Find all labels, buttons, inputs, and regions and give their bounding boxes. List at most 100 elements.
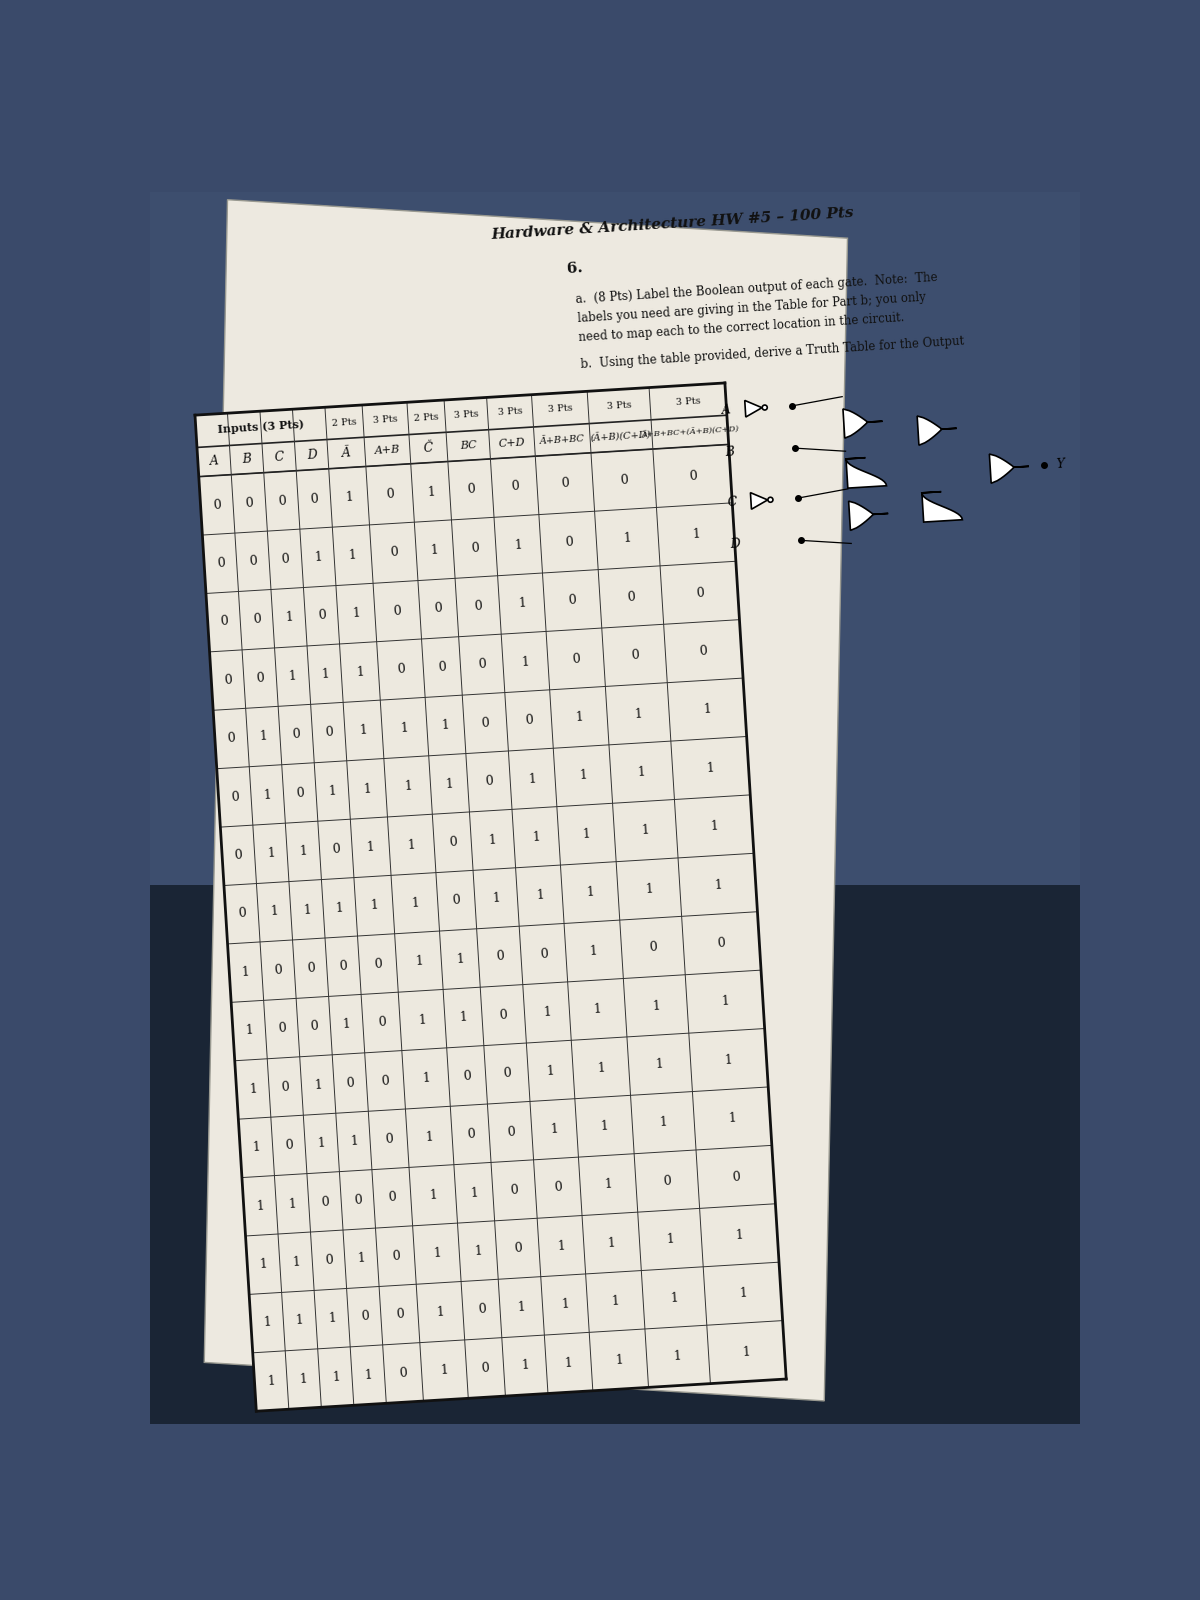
Text: b.  Using the table provided, derive a Truth Table for the Output: b. Using the table provided, derive a Tr…	[580, 334, 964, 371]
Text: C+D: C+D	[498, 437, 526, 448]
Text: 6.: 6.	[566, 261, 583, 277]
Text: 0: 0	[560, 477, 569, 491]
Text: 0: 0	[377, 1016, 386, 1029]
Text: 1: 1	[644, 882, 653, 896]
Text: 1: 1	[288, 1197, 296, 1211]
Text: 1: 1	[542, 1006, 551, 1019]
Text: 0: 0	[320, 1195, 329, 1208]
Text: a.  (8 Pts) Label the Boolean output of each gate.  Note:  The: a. (8 Pts) Label the Boolean output of e…	[576, 270, 938, 306]
Text: 0: 0	[474, 600, 482, 613]
Text: 0: 0	[503, 1067, 511, 1080]
Text: 1: 1	[302, 902, 311, 917]
Text: 1: 1	[596, 1061, 605, 1075]
Text: 1: 1	[589, 944, 598, 958]
Text: 0: 0	[277, 494, 286, 507]
Text: 0: 0	[238, 907, 246, 920]
Text: Ā: Ā	[342, 446, 352, 459]
Text: A: A	[209, 454, 220, 467]
Text: 3 Pts: 3 Pts	[676, 397, 701, 406]
Text: 1: 1	[256, 1198, 264, 1213]
Text: D: D	[306, 448, 317, 462]
Text: 1: 1	[442, 718, 450, 733]
Text: 0: 0	[212, 498, 221, 512]
Text: 0: 0	[478, 658, 486, 672]
Text: 0: 0	[438, 661, 446, 674]
Text: 1: 1	[738, 1286, 748, 1301]
Text: 0: 0	[716, 936, 726, 950]
Text: 1: 1	[521, 1358, 529, 1373]
Text: Č: Č	[424, 442, 433, 454]
Text: 1: 1	[418, 1013, 427, 1027]
Text: 1: 1	[557, 1240, 565, 1253]
Circle shape	[762, 405, 767, 410]
Text: 1: 1	[655, 1058, 664, 1070]
Text: 0: 0	[234, 848, 242, 862]
Text: 0: 0	[564, 536, 572, 549]
Text: A: A	[721, 403, 732, 416]
Text: 1: 1	[313, 1078, 322, 1091]
Text: 0: 0	[467, 1128, 475, 1141]
Text: 1: 1	[706, 762, 715, 774]
Text: 1: 1	[263, 1315, 271, 1330]
Text: 0: 0	[317, 610, 326, 622]
Text: 0: 0	[391, 1250, 401, 1262]
Text: 1: 1	[348, 549, 358, 562]
Text: 1: 1	[564, 1357, 572, 1370]
Circle shape	[768, 498, 773, 502]
Text: 0: 0	[324, 726, 334, 739]
Text: 1: 1	[593, 1003, 601, 1016]
Text: 0: 0	[506, 1125, 515, 1139]
Text: 1: 1	[335, 901, 344, 915]
Text: 1: 1	[352, 606, 361, 621]
Text: 0: 0	[380, 1074, 390, 1088]
Polygon shape	[196, 382, 786, 1411]
Text: 1: 1	[364, 1368, 373, 1382]
Text: 0: 0	[467, 483, 475, 496]
Text: 1: 1	[266, 1374, 275, 1387]
Text: 0: 0	[284, 1139, 293, 1152]
Text: 1: 1	[670, 1291, 678, 1304]
Text: 0: 0	[310, 1019, 318, 1034]
Text: 1: 1	[720, 995, 730, 1008]
Text: 3 Pts: 3 Pts	[454, 410, 479, 421]
Text: 0: 0	[648, 941, 656, 954]
Text: 1: 1	[284, 611, 293, 624]
Text: 0: 0	[392, 605, 402, 618]
Text: 1: 1	[470, 1186, 479, 1200]
Text: 0: 0	[353, 1194, 362, 1206]
Text: 1: 1	[560, 1298, 569, 1312]
Text: 1: 1	[407, 838, 416, 851]
Text: B: B	[241, 453, 252, 466]
Text: 1: 1	[410, 896, 420, 910]
Text: 1: 1	[641, 824, 649, 837]
Text: 1: 1	[586, 886, 594, 899]
Text: 1: 1	[634, 707, 642, 720]
Text: 0: 0	[331, 843, 341, 856]
Text: 0: 0	[463, 1069, 472, 1083]
Text: 1: 1	[439, 1363, 449, 1378]
Text: 1: 1	[709, 819, 719, 834]
Text: 0: 0	[385, 488, 395, 501]
Text: 1: 1	[673, 1349, 682, 1363]
Polygon shape	[917, 416, 956, 445]
Polygon shape	[848, 501, 888, 530]
Text: 1: 1	[607, 1237, 616, 1250]
Text: 0: 0	[396, 662, 406, 677]
Text: 1: 1	[691, 528, 701, 541]
Text: 1: 1	[266, 846, 275, 861]
Text: 0: 0	[499, 1008, 508, 1022]
Text: 1: 1	[528, 773, 538, 786]
Text: BC: BC	[460, 440, 476, 451]
Text: 0: 0	[452, 894, 461, 907]
Text: 0: 0	[220, 614, 228, 629]
Text: 0: 0	[619, 474, 628, 486]
Text: 0: 0	[274, 963, 282, 978]
Text: Ā+B+BC: Ā+B+BC	[540, 434, 586, 446]
Text: 0: 0	[698, 645, 708, 658]
Text: labels you need are giving in the Table for Part b; you only: labels you need are giving in the Table …	[577, 291, 926, 325]
Text: 1: 1	[623, 531, 631, 546]
Polygon shape	[745, 400, 762, 418]
Text: 0: 0	[695, 586, 704, 600]
Text: 1: 1	[614, 1354, 623, 1366]
Text: 1: 1	[492, 891, 500, 906]
